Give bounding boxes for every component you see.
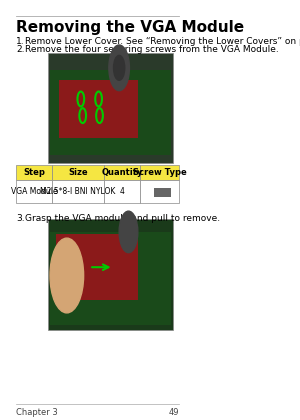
Bar <box>56 234 138 300</box>
Bar <box>104 180 140 203</box>
Text: 49: 49 <box>169 407 179 417</box>
Bar <box>140 165 179 180</box>
FancyBboxPatch shape <box>48 219 173 330</box>
Ellipse shape <box>50 238 84 313</box>
Bar <box>16 165 52 180</box>
Bar <box>140 180 179 203</box>
Text: Size: Size <box>68 168 88 177</box>
Text: 3.: 3. <box>16 214 25 223</box>
Text: Remove the four securing screws from the VGA Module.: Remove the four securing screws from the… <box>25 45 278 54</box>
Bar <box>52 180 104 203</box>
Bar <box>104 165 140 180</box>
Bar <box>50 232 172 326</box>
Text: 1.: 1. <box>16 37 25 46</box>
Bar <box>154 188 171 197</box>
Circle shape <box>109 45 129 91</box>
Bar <box>52 165 104 180</box>
Circle shape <box>113 55 125 80</box>
Text: Remove Lower Cover. See “Removing the Lower Covers” on page 47.: Remove Lower Cover. See “Removing the Lo… <box>25 37 300 46</box>
Text: 2.: 2. <box>16 45 25 54</box>
Text: Chapter 3: Chapter 3 <box>16 407 58 417</box>
Circle shape <box>119 211 138 253</box>
Text: Grasp the VGA module and pull to remove.: Grasp the VGA module and pull to remove. <box>25 214 220 223</box>
Text: Step: Step <box>23 168 45 177</box>
Text: Screw Type: Screw Type <box>133 168 186 177</box>
Bar <box>59 80 138 139</box>
Text: 4: 4 <box>120 187 124 196</box>
Text: Quantity: Quantity <box>101 168 143 177</box>
FancyBboxPatch shape <box>48 53 173 163</box>
Text: Removing the VGA Module: Removing the VGA Module <box>16 20 244 35</box>
Text: VGA Module: VGA Module <box>11 187 58 196</box>
Bar <box>50 70 172 155</box>
Bar <box>16 180 52 203</box>
Text: M2.5*8-I BNI NYLOK: M2.5*8-I BNI NYLOK <box>40 187 116 196</box>
